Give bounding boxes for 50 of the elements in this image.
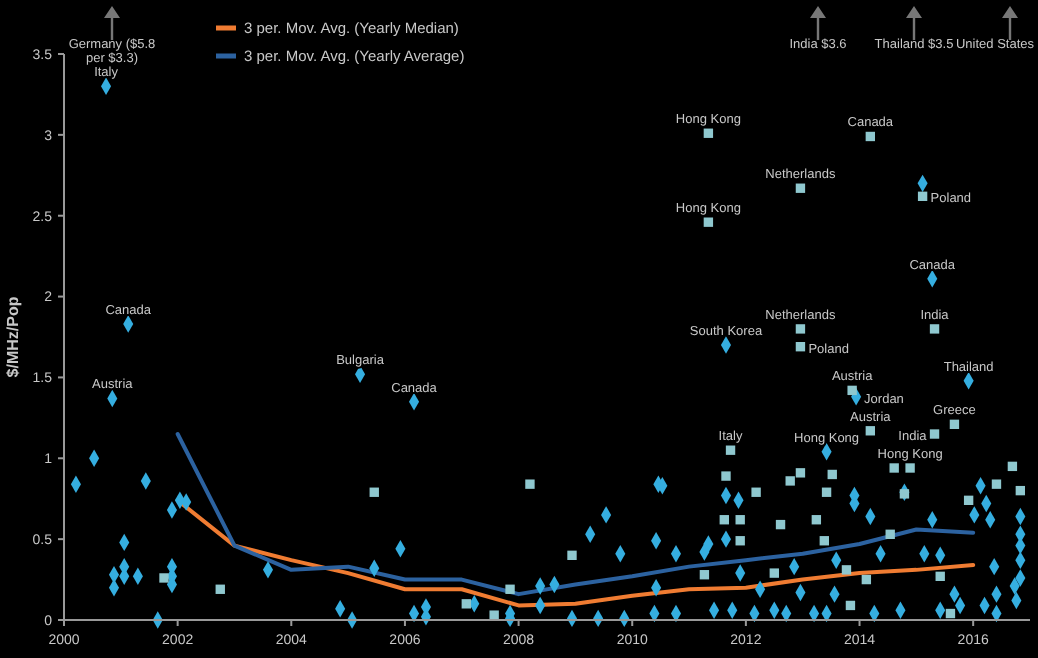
point xyxy=(735,515,745,525)
point xyxy=(963,495,974,506)
point xyxy=(159,573,169,583)
point xyxy=(785,476,795,486)
point xyxy=(461,599,471,609)
point xyxy=(525,479,535,489)
y-axis-title: $/MHz/Pop xyxy=(4,296,22,378)
point xyxy=(215,584,225,594)
point xyxy=(1015,485,1026,496)
point xyxy=(889,463,899,473)
point xyxy=(769,568,779,578)
point xyxy=(751,487,761,497)
point xyxy=(861,574,872,585)
point xyxy=(489,610,499,620)
point xyxy=(991,479,1002,489)
point xyxy=(721,471,731,481)
point xyxy=(917,191,928,201)
point xyxy=(567,550,577,560)
point xyxy=(929,429,940,439)
point xyxy=(885,529,895,539)
point xyxy=(703,217,714,227)
point xyxy=(827,469,837,480)
point xyxy=(865,131,876,142)
line-series xyxy=(175,432,976,597)
point xyxy=(899,489,910,499)
point xyxy=(725,445,736,455)
point xyxy=(369,487,379,497)
point xyxy=(699,570,710,580)
point xyxy=(841,565,852,575)
point xyxy=(935,571,945,582)
point xyxy=(795,468,806,478)
point xyxy=(703,128,714,138)
point xyxy=(945,608,956,619)
point xyxy=(929,324,940,334)
point xyxy=(821,487,832,497)
point xyxy=(847,385,857,396)
point xyxy=(775,519,786,530)
point xyxy=(795,342,806,352)
point xyxy=(819,536,829,546)
point xyxy=(1007,461,1018,472)
point xyxy=(949,419,960,430)
point xyxy=(905,463,915,473)
point xyxy=(735,536,745,546)
point xyxy=(865,426,876,436)
point xyxy=(719,515,729,525)
point xyxy=(811,515,822,525)
point xyxy=(795,183,806,193)
point xyxy=(845,600,856,611)
point xyxy=(795,324,806,334)
point xyxy=(505,584,515,594)
